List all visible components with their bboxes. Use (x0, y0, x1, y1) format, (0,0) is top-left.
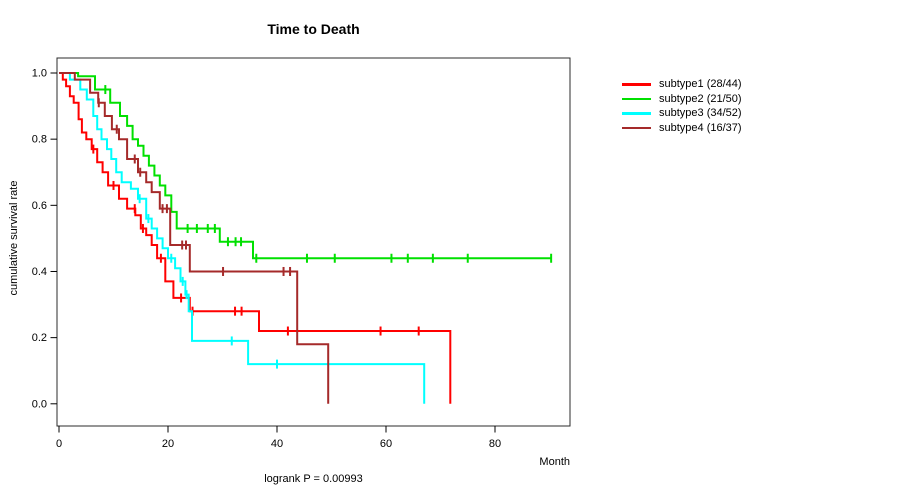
legend-item-label: subtype1 (28/44) (659, 78, 742, 90)
y-tick-label: 0.6 (32, 200, 47, 212)
y-tick-label: 0.2 (32, 332, 47, 344)
legend-item: subtype2 (21/50) (622, 92, 742, 107)
x-tick-label: 40 (271, 438, 283, 450)
x-tick-label: 60 (380, 438, 392, 450)
plot-box (56, 57, 571, 427)
legend-item: subtype1 (28/44) (622, 77, 742, 92)
x-tick-label: 20 (162, 438, 174, 450)
survival-curve-2 (59, 72, 552, 260)
survival-curve-4 (59, 72, 330, 404)
legend-line-swatch (622, 112, 651, 115)
x-axis-title: Month (539, 456, 570, 468)
x-tick-label: 80 (489, 438, 501, 450)
y-tick-label: 1.0 (32, 68, 47, 80)
legend-item: subtype4 (16/37) (622, 121, 742, 136)
legend: subtype1 (28/44) subtype2 (21/50) subtyp… (622, 77, 742, 135)
survival-curve-3 (59, 72, 426, 404)
legend-item-label: subtype2 (21/50) (659, 92, 742, 105)
legend-item: subtype3 (34/52) (622, 106, 742, 121)
legend-line-swatch (622, 126, 651, 129)
legend-line-swatch (622, 97, 651, 100)
chart-title: Time to Death (267, 21, 360, 37)
legend-line-swatch (622, 83, 651, 86)
legend-item-label: subtype4 (16/37) (659, 121, 742, 134)
y-tick-label: 0.4 (32, 266, 47, 278)
x-tick-label: 0 (56, 438, 62, 450)
legend-item-label: subtype3 (34/52) (659, 107, 742, 119)
y-tick-label: 0.0 (32, 398, 47, 410)
y-axis-title: cumulative survival rate (8, 180, 20, 296)
y-tick-label: 0.8 (32, 134, 47, 146)
survival-curve-1 (59, 72, 452, 404)
logrank-pvalue: logrank P = 0.00993 (264, 473, 363, 485)
